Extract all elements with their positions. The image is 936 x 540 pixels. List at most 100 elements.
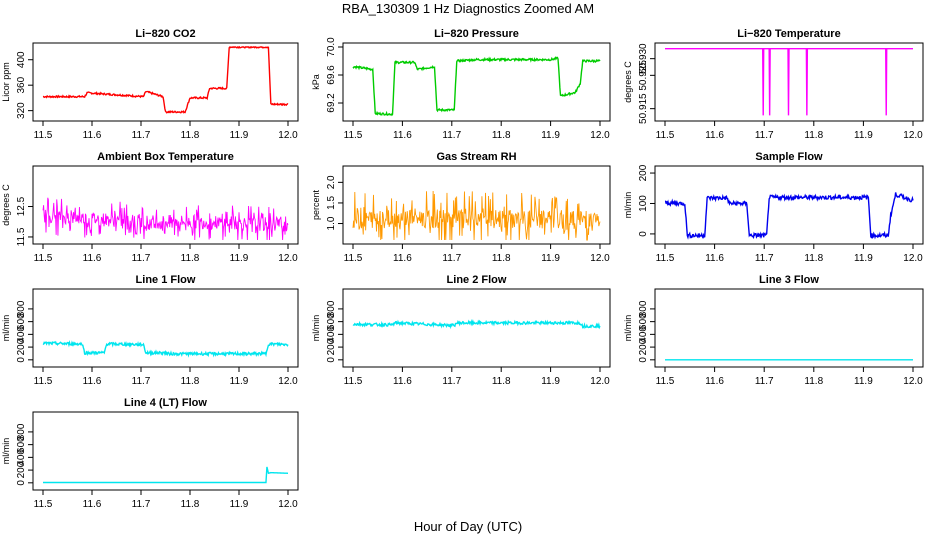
y-axis-label: ml/min [311, 315, 321, 342]
y-tick-label: 400 [326, 326, 337, 343]
x-tick-label: 12.0 [903, 253, 923, 264]
y-tick-label: 0 [638, 231, 649, 237]
plot-frame [32, 42, 299, 122]
x-tick-label: 11.9 [230, 130, 249, 141]
x-tick-label: 11.7 [442, 376, 461, 387]
x-tick-label: 11.8 [181, 499, 200, 510]
x-tick-label: 11.9 [230, 499, 249, 510]
x-tick-label: 11.7 [132, 376, 151, 387]
x-tick-label: 12.0 [278, 253, 298, 264]
series-line [42, 197, 289, 241]
y-tick-label: 69.2 [326, 93, 337, 113]
x-tick-label: 12.0 [278, 130, 298, 141]
panel-6: Sample Flow ml/min 11.5 11.6 11.7 11.8 11.9 12.… [623, 151, 924, 264]
y-tick-label: 800 [326, 300, 337, 317]
series-line [664, 192, 914, 240]
y-tick-label: 100 [638, 195, 649, 212]
y-tick-label: 69.6 [326, 65, 337, 85]
x-tick-label: 11.6 [705, 253, 724, 264]
x-tick-label: 11.5 [656, 253, 675, 264]
panel-title: Line 3 Flow [759, 274, 819, 286]
panels-group: Li−820 CO2 Licor ppm 11.5 11.6 11.7 11.8 11.9 1… [1, 28, 924, 510]
y-tick-label: 0 [638, 357, 649, 363]
x-tick-label: 11.8 [804, 253, 823, 264]
x-tick-label: 11.7 [132, 499, 151, 510]
y-tick-label: 1.0 [326, 216, 337, 230]
panel-title: Li−820 CO2 [135, 28, 195, 40]
y-tick-label: 400 [638, 326, 649, 343]
y-tick-label: 600 [16, 313, 27, 330]
y-tick-label: 600 [16, 436, 27, 453]
panel-1: Li−820 CO2 Licor ppm 11.5 11.6 11.7 11.8 11.9 1… [1, 28, 299, 141]
x-tick-label: 12.0 [590, 376, 610, 387]
x-tick-label: 11.5 [34, 130, 53, 141]
y-tick-label: 1.5 [326, 196, 337, 210]
y-axis-label: kPa [311, 74, 321, 90]
x-tick-label: 11.8 [804, 376, 823, 387]
panel-5: Gas Stream RH percent 11.5 11.6 11.7 11.8 11.9… [311, 151, 611, 264]
x-tick-label: 11.8 [804, 130, 823, 141]
x-tick-label: 11.5 [656, 130, 675, 141]
y-tick-label: 320 [16, 102, 27, 119]
x-tick-label: 11.9 [541, 253, 560, 264]
x-tick-label: 12.0 [903, 376, 923, 387]
x-tick-label: 11.7 [442, 130, 461, 141]
x-tick-label: 11.9 [854, 130, 873, 141]
x-tick-label: 11.8 [181, 376, 200, 387]
x-tick-label: 11.6 [83, 376, 102, 387]
y-tick-label: 800 [638, 300, 649, 317]
panel-title: Line 1 Flow [136, 274, 196, 286]
panel-title: Line 2 Flow [447, 274, 507, 286]
y-tick-label: 12.5 [16, 196, 27, 216]
y-tick-label: 70.0 [326, 37, 337, 57]
x-tick-label: 11.9 [854, 376, 873, 387]
y-tick-label: 360 [16, 76, 27, 93]
y-axis-label: degrees C [623, 61, 633, 103]
panel-title: Li−820 Pressure [434, 28, 519, 40]
series-line [352, 191, 601, 241]
x-tick-label: 11.7 [755, 376, 774, 387]
plot-frame [654, 42, 924, 122]
panel-title: Li−820 Temperature [737, 28, 840, 40]
x-tick-label: 11.5 [656, 376, 675, 387]
x-tick-label: 11.5 [34, 499, 53, 510]
x-tick-label: 11.6 [705, 376, 724, 387]
x-tick-label: 11.9 [854, 253, 873, 264]
plot-frame [32, 165, 299, 245]
x-tick-label: 12.0 [278, 376, 298, 387]
x-tick-label: 11.7 [755, 130, 774, 141]
x-tick-label: 11.6 [393, 376, 412, 387]
plot-frame [342, 288, 611, 368]
y-tick-label: 200 [638, 338, 649, 355]
plot-frame [654, 165, 924, 245]
x-tick-label: 11.6 [83, 499, 102, 510]
y-tick-label: 800 [16, 300, 27, 317]
x-tick-label: 11.5 [344, 130, 363, 141]
x-tick-label: 11.6 [393, 253, 412, 264]
y-tick-label: 0 [16, 357, 27, 363]
y-tick-label: 0 [326, 357, 337, 363]
y-axis-label: percent [311, 189, 321, 220]
y-tick-label: 50.930 [638, 43, 649, 74]
x-tick-label: 12.0 [590, 253, 610, 264]
x-tick-label: 11.9 [541, 130, 560, 141]
y-tick-label: 200 [16, 338, 27, 355]
panel-title: Gas Stream RH [436, 151, 516, 163]
x-tick-label: 11.8 [492, 376, 511, 387]
y-tick-label: 600 [638, 313, 649, 330]
panel-9: Line 3 Flow ml/min 11.5 11.6 11.7 11.8 11.9 12.… [623, 274, 924, 387]
panel-title: Sample Flow [755, 151, 823, 163]
y-tick-label: 200 [16, 461, 27, 478]
panel-10: Line 4 (LT) Flow ml/min 11.5 11.6 11.7 11.8 11… [1, 397, 299, 510]
x-tick-label: 11.7 [132, 130, 151, 141]
x-tick-label: 11.6 [393, 130, 412, 141]
y-tick-label: 600 [326, 313, 337, 330]
x-tick-label: 11.5 [344, 376, 363, 387]
plot-frame [32, 411, 299, 491]
y-axis-label: degrees C [1, 184, 11, 226]
x-tick-label: 11.9 [541, 376, 560, 387]
y-tick-label: 50.925 [638, 60, 649, 91]
plot-frame [654, 288, 924, 368]
y-tick-label: 11.5 [16, 227, 27, 246]
